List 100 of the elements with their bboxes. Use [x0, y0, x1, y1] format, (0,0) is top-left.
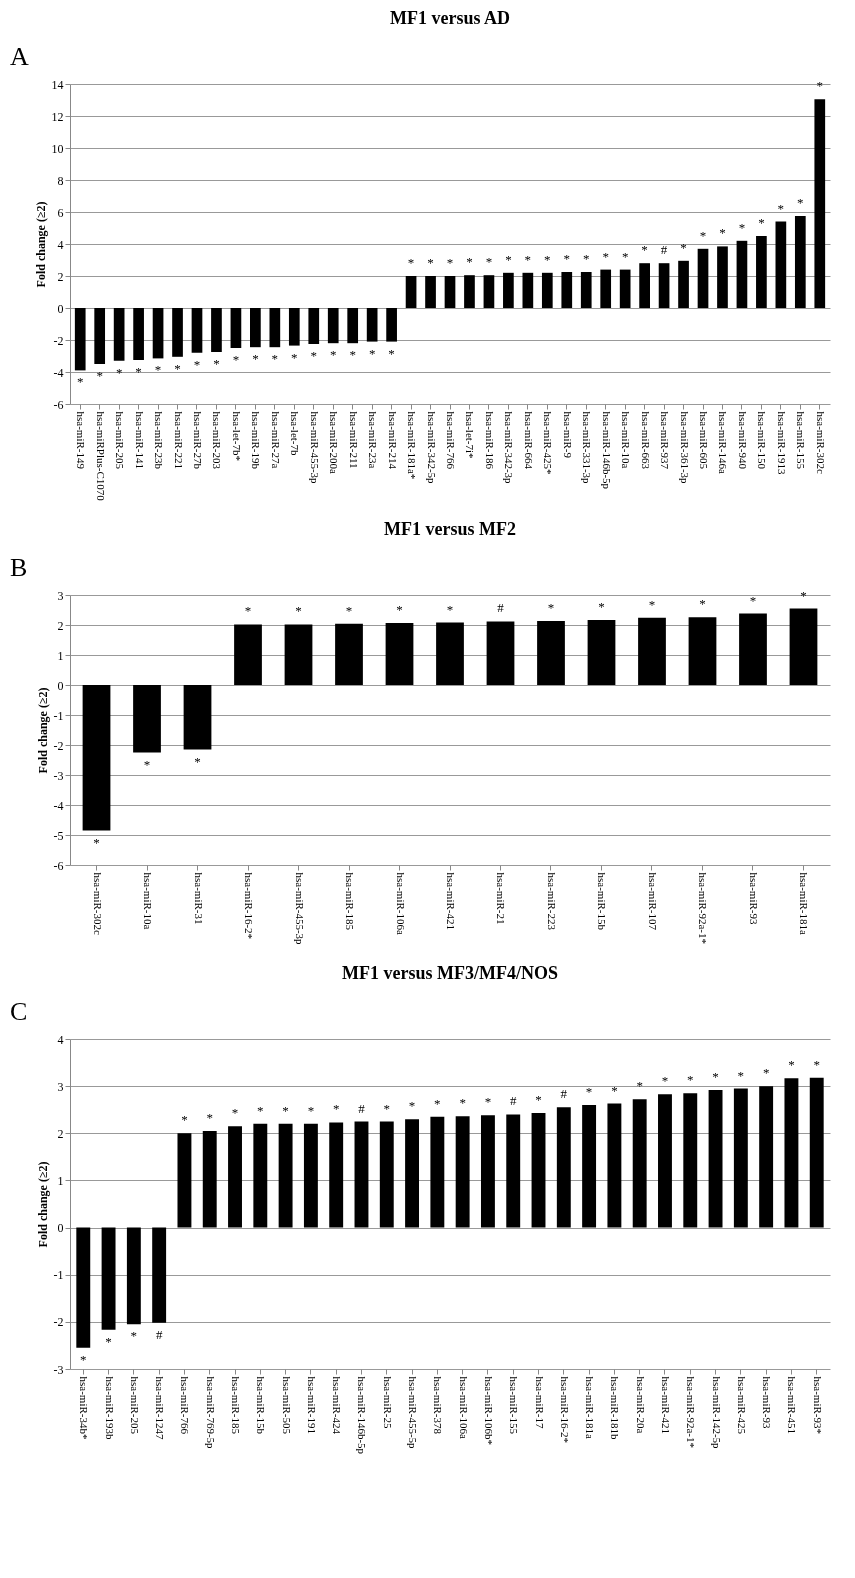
annotation: *: [368, 345, 376, 361]
x-tick-label: hsa-miR-155: [508, 1376, 521, 1435]
y-tick-label: 0: [57, 301, 64, 316]
annotation: *: [307, 1102, 315, 1118]
annotation: *: [76, 374, 84, 390]
annotation: *: [699, 227, 707, 243]
bar: [708, 1089, 723, 1228]
y-tick-label: 12: [51, 109, 64, 124]
y-tick-label: 0: [57, 678, 64, 693]
x-tick-label: hsa-miR-205: [114, 411, 127, 470]
x-tick-label: hsa-miR-766: [445, 411, 457, 470]
x-tick-label: hsa-miR-106a: [394, 872, 407, 935]
bar: [733, 1088, 748, 1228]
bar: [736, 240, 748, 308]
annotation: *: [544, 251, 551, 267]
bar: [658, 1094, 672, 1228]
y-axis-title: Fold change (≥2): [33, 201, 48, 288]
x-tick-label: hsa-miR-10a: [142, 872, 155, 930]
x-tick-label: hsa-miR-17: [533, 1376, 546, 1429]
x-tick-label: hsa-miR-16-2*: [558, 1376, 571, 1444]
x-tick-label: hsa-miR-937: [659, 411, 672, 470]
annotation: *: [135, 364, 142, 379]
annotation: *: [105, 1333, 112, 1349]
x-tick-label: hsa-miR-142-5p: [710, 1376, 723, 1450]
annotation: *: [749, 592, 757, 608]
bar: [739, 613, 767, 685]
bar: [688, 617, 717, 685]
x-tick-label: hsa-miR-425*: [542, 411, 555, 475]
bar: [430, 1116, 445, 1228]
bar: [250, 308, 261, 348]
annotation: *: [329, 347, 337, 363]
annotation: *: [641, 242, 648, 258]
x-tick-label: hsa-miR-302c: [814, 411, 827, 474]
bar: [619, 269, 631, 308]
bar: [580, 272, 592, 308]
x-tick-label: hsa-miR-421: [659, 1376, 672, 1434]
bar: [172, 308, 183, 357]
bar: [284, 624, 313, 685]
x-tick-label: hsa-miR-27b: [191, 411, 204, 470]
annotation: *: [244, 603, 252, 619]
x-tick-label: hsa-miR-455-3p: [308, 411, 321, 485]
y-tick-label: 8: [57, 173, 64, 188]
x-tick-label: hsa-miR-211: [347, 411, 360, 469]
annotation: #: [560, 1086, 568, 1102]
x-tick-label: hsa-miR-19b: [250, 411, 263, 470]
bar: [191, 308, 203, 353]
chart-title: MF1 versus MF3/MF4/NOS: [342, 963, 558, 983]
y-tick-label: -3: [53, 768, 64, 783]
x-tick-label: hsa-miR-1247: [154, 1376, 167, 1440]
annotation: *: [699, 596, 706, 612]
bar: [436, 622, 464, 685]
annotation: *: [602, 248, 609, 264]
y-tick-label: 4: [57, 237, 64, 252]
annotation: *: [291, 349, 298, 365]
annotation: *: [80, 1351, 87, 1367]
x-tick-label: hsa-miR-181a: [798, 872, 811, 935]
bar: [366, 308, 378, 342]
x-tick-label: hsa-miR-106a: [457, 1376, 470, 1439]
bar: [756, 236, 767, 308]
annotation: *: [737, 1067, 745, 1083]
bar: [683, 1093, 698, 1228]
annotation: *: [547, 600, 555, 616]
x-tick-label: hsa-miR-155: [795, 411, 808, 470]
x-tick-label: hsa-miR-424: [331, 1376, 344, 1435]
bar: [600, 269, 612, 308]
x-tick-label: hsa-miR-425: [735, 1376, 748, 1435]
y-axis-title: Fold change (≥2): [35, 687, 50, 774]
annotation: *: [446, 255, 454, 270]
x-tick-label: hsa-miR-221: [172, 411, 185, 469]
x-tick-label: hsa-miR-34b*: [78, 1376, 91, 1440]
bar: [541, 272, 553, 308]
x-tick-label: hsa-miR-455-3p: [293, 872, 306, 946]
x-tick-label: hsa-miR-203: [211, 411, 224, 470]
x-tick-label: hsa-miR-27a: [269, 411, 282, 469]
text: C: [10, 997, 28, 1026]
bar: [288, 308, 300, 346]
annotation: *: [93, 834, 100, 850]
x-tick-label: hsa-miR-186: [483, 411, 496, 470]
y-tick-label: 4: [57, 1032, 64, 1047]
bar: [537, 621, 565, 685]
x-tick-label: hsa-let-7b: [289, 411, 302, 456]
text: B: [10, 553, 28, 582]
y-tick-label: -1: [53, 708, 64, 723]
x-tick-label: hsa-miR-342-3p: [503, 411, 516, 485]
annotation: *: [345, 602, 353, 618]
bar: [101, 1227, 116, 1330]
annotation: *: [621, 248, 629, 264]
bar: [561, 272, 573, 308]
x-tick-label: hsa-miR-93: [747, 872, 760, 925]
bar: [133, 308, 144, 360]
bar: [211, 308, 222, 352]
x-tick-label: hsa-let-7i*: [464, 411, 477, 459]
annotation: *: [582, 251, 590, 266]
x-tick-label: hsa-miR-378: [432, 1376, 445, 1435]
annotation: *: [213, 356, 220, 371]
x-tick-label: hsa-miR-302c: [91, 872, 104, 935]
bar: [82, 685, 111, 831]
x-tick-label: hsa-miR-214: [386, 411, 399, 470]
annotation: #: [358, 1100, 366, 1116]
annotation: *: [680, 239, 687, 255]
